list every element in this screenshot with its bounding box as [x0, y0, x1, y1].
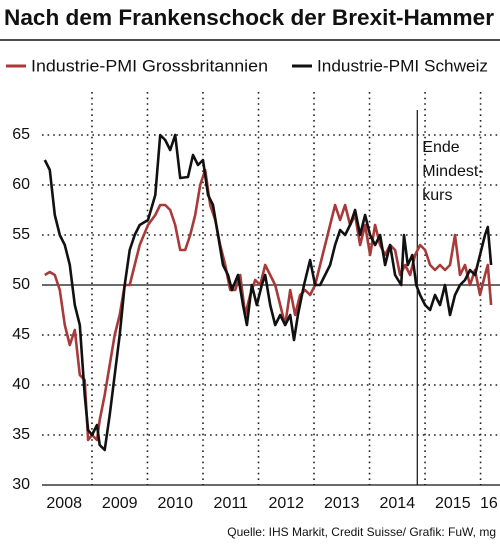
- x-tick-label: 16: [480, 495, 498, 512]
- chart-title: Nach dem Frankenschock der Brexit-Hammer: [4, 5, 494, 30]
- y-tick-label: 55: [12, 226, 30, 243]
- y-tick-label: 45: [12, 326, 30, 343]
- x-tick-label: 2011: [214, 495, 249, 512]
- series-line: [43, 133, 493, 452]
- y-tick-label: 65: [12, 126, 30, 143]
- y-tick-label: 30: [12, 476, 30, 493]
- x-tick-label: 2015: [435, 495, 471, 512]
- x-tick-label: 2009: [102, 495, 138, 512]
- y-tick-label: 50: [12, 276, 30, 293]
- y-tick-label: 60: [12, 176, 30, 193]
- y-tick-label: 40: [12, 376, 30, 393]
- legend-label: Industrie-PMI Schweiz: [317, 56, 488, 75]
- x-tick-label: 2013: [324, 495, 360, 512]
- legend: Industrie-PMI Grossbritannien Industrie-P…: [6, 56, 488, 75]
- legend-label: Industrie-PMI Grossbritannien: [31, 56, 268, 75]
- y-tick-label: 35: [12, 426, 30, 443]
- annotation-text: Ende: [422, 139, 459, 156]
- x-tick-label: 2010: [157, 495, 193, 512]
- x-tick-label: 2008: [46, 495, 82, 512]
- annotation-text: kurs: [422, 187, 452, 204]
- x-tick-label: 2014: [380, 495, 416, 512]
- source: Quelle: IHS Markit, Credit Suisse/ Grafi…: [227, 525, 496, 539]
- x-tick-label: 2012: [268, 495, 304, 512]
- series-line: [44, 168, 493, 442]
- annotation-text: Mindest-: [422, 163, 483, 180]
